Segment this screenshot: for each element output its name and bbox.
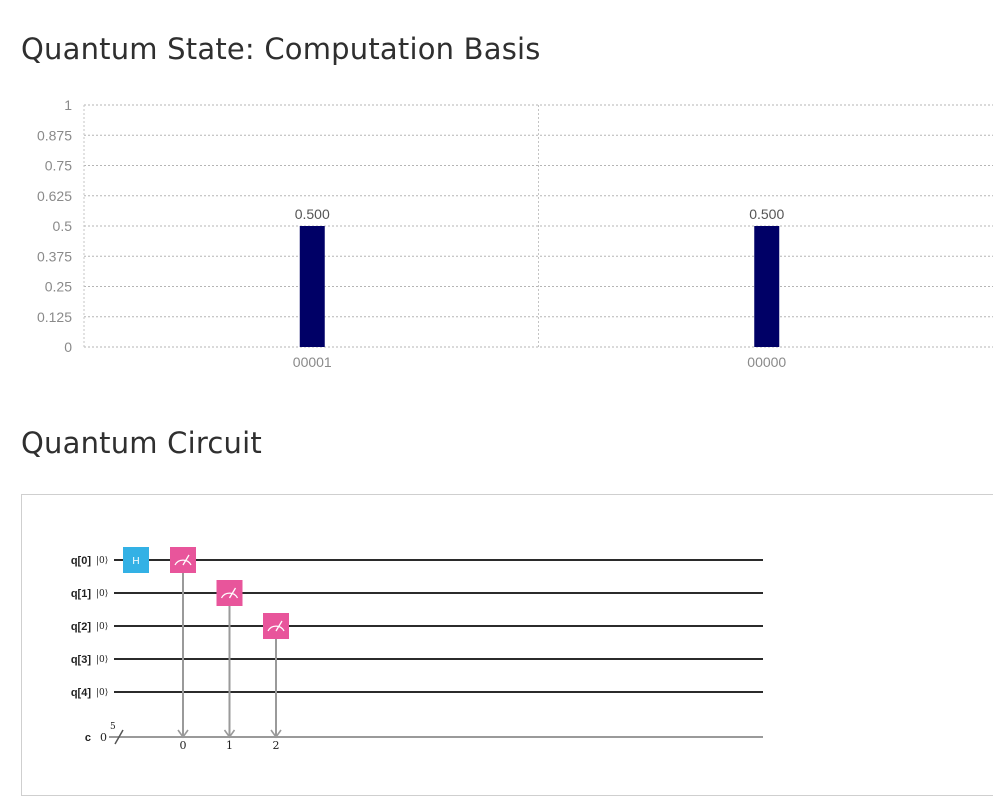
bar-00000 [754,226,780,347]
qubit-init-state: |0⟩ [96,688,108,698]
bar-value-label: 0.500 [295,206,330,222]
y-tick-label: 0.625 [37,188,72,204]
y-tick-label: 0 [64,339,72,355]
quantum-circuit-diagram: q[0] |0⟩q[1] |0⟩q[2] |0⟩q[3] |0⟩q[4] |0⟩c 05H0… [71,547,763,752]
meter-icon [174,554,192,566]
arrow-down-icon [177,729,189,739]
qubit-label: q[2] [71,621,92,633]
qubit-label: q[0] [71,555,92,567]
qubit-label: q[3] [71,654,92,666]
probability-bar-chart: 0 0.125 0.25 0.375 0.5 0.625 0.75 0.875 1 0.500 00… [37,97,993,370]
classical-register-label: c [85,732,91,744]
bar-00001 [299,226,325,347]
arrow-down-icon [223,729,236,739]
y-tick-label: 0.125 [37,309,72,325]
y-tick-label: 0.75 [45,158,72,174]
qubit-init-state: |0⟩ [96,655,108,665]
bar-value-label: 0.500 [749,206,784,222]
meter-icon [267,620,285,632]
hadamard-gate[interactable] [123,547,149,573]
meter-icon [220,587,239,599]
arrow-down-icon [270,729,282,739]
y-tick-label: 0.375 [37,248,72,264]
qubit-init-state: |0⟩ [96,622,108,632]
qubit-init-state: |0⟩ [96,556,108,566]
qubit-label: q[4] [71,687,92,699]
y-tick-label: 0.875 [37,127,72,143]
classical-bit-index: 0 [180,739,187,752]
circuit-section-title: Quantum Circuit [21,426,262,460]
gate-label: H [132,556,139,567]
qubit-init-state: |0⟩ [96,589,108,599]
y-tick-label: 0.25 [45,279,72,295]
register-width-slash [114,729,124,745]
classical-bit-index: 1 [226,739,233,752]
y-tick-label: 0.5 [53,218,73,234]
classical-init-value: 0 [100,731,107,744]
x-tick-label: 00001 [293,354,332,370]
y-tick-label: 1 [64,97,72,113]
x-tick-label: 00000 [747,354,786,370]
state-section-title: Quantum State: Computation Basis [21,32,541,66]
qubit-label: q[1] [71,588,92,600]
classical-register-width: 5 [110,722,116,732]
classical-bit-index: 2 [273,739,280,752]
